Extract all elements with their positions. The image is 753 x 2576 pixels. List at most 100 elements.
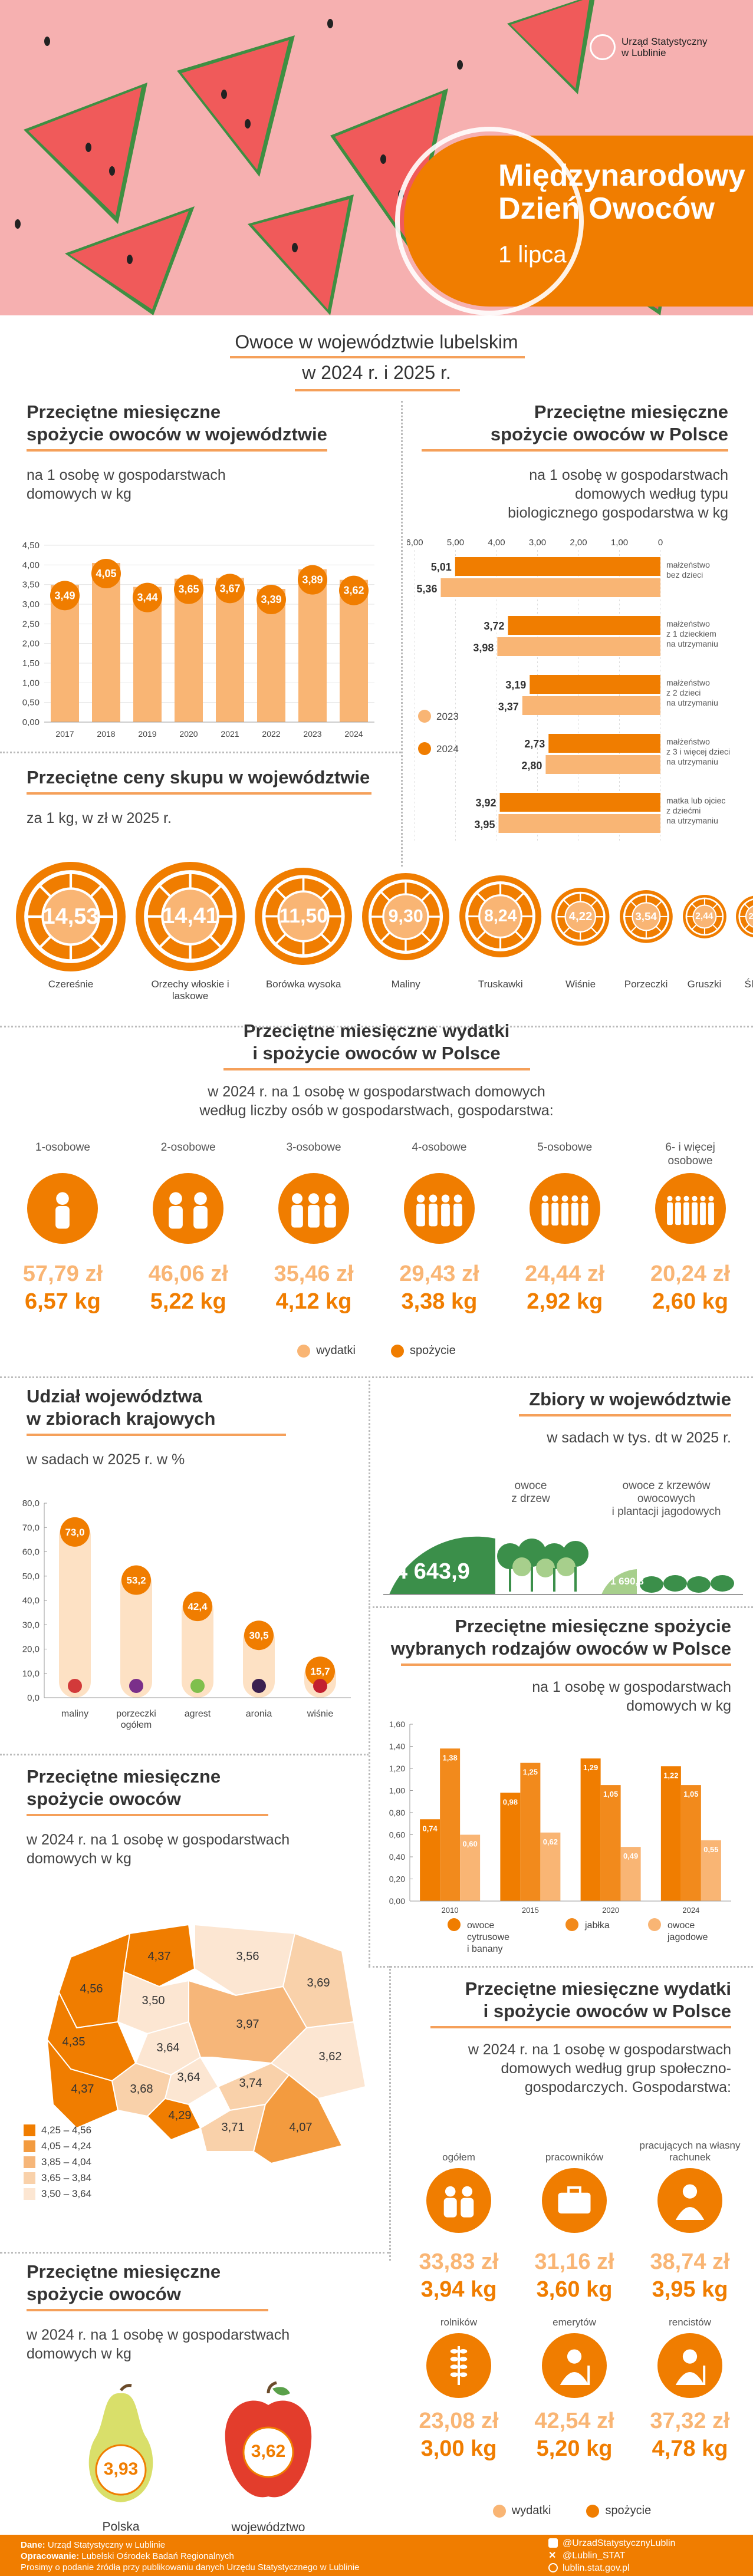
price-circle: 14,53 [15,861,127,973]
hh-group-label: 6- i więcej osobowe [665,1141,715,1167]
price-value: 2,31 [748,911,753,922]
map-region-value: 3,64 [157,2041,180,2054]
data-label: 1,22 [663,1771,678,1780]
hh-groups: 1-osobowe 57,79 zł 6,57 kg 2-osobowe 46,06 z… [0,1141,753,1335]
bar-2023 [499,793,660,812]
bar-2023 [548,734,660,753]
hh-title-line1: Przeciętne miesięczne wydatki [243,1020,510,1041]
data-label: 15,7 [310,1666,330,1677]
data-label: 5,01 [431,561,452,573]
price-circle: 8,24 [458,874,542,958]
category-label: z 3 i więcej dzieci [666,747,730,756]
x-tick-label: 3,00 [529,538,546,548]
data-label: 3,89 [302,574,323,586]
map-legend-swatch [24,2124,35,2136]
socio-group-label: ogółem [442,2152,475,2163]
category-label: małżeństwo [666,737,710,746]
socio-spend-value: 23,08 zł [419,2409,499,2433]
apple-icon [225,2381,312,2498]
legend-label: jagodowe [667,1932,708,1942]
bar [500,1793,521,1901]
category-label: z 2 dzieci [666,688,701,697]
category-label: na utrzymaniu [666,757,718,766]
price-circle: 11,50 [254,867,353,966]
hh-group: 4-osobowe 29,43 zł 3,38 kg [377,1141,502,1315]
footer-web[interactable]: lublin.stat.gov.pl [548,2562,675,2574]
logo: Urząd Statystyczny w Lublinie [590,34,708,60]
compare-title-line1: Przeciętne miesięczne [27,2261,221,2282]
map-legend-item: 3,65 – 3,84 [24,2170,91,2186]
bar-value-bubble [215,574,245,604]
hh-group: 6- i więcej osobowe 20,24 zł 2,60 kg [627,1141,753,1315]
socio-cons-value: 3,94 kg [420,2277,497,2302]
hh-group-label: 4-osobowe [412,1141,467,1154]
compare-illustration [88,2381,312,2502]
hh-group-label: 1-osobowe [35,1141,90,1154]
bar [600,1785,621,1901]
map-subtitle-line2: domowych w kg [27,1850,131,1867]
x-tick-label: 0 [658,538,663,548]
harvest-bush-label-line2: owocowych [637,1493,696,1505]
category-label: małżeństwo [666,678,710,687]
bar [701,1840,721,1901]
compare-subtitle-line2: domowych w kg [27,2346,131,2362]
bar-2024 [522,696,660,715]
legend-label: 2023 [436,711,459,722]
pear-icon [88,2384,153,2502]
family-3-icon [278,1173,350,1244]
y-tick-label: 3,00 [22,599,40,610]
price-value: 11,50 [279,905,328,928]
y-tick-label: 0,40 [389,1852,405,1862]
x-tick-label: 2010 [442,1906,459,1915]
y-tick-label: 20,0 [22,1645,40,1655]
facebook-icon [548,2538,558,2548]
footer-x[interactable]: ✕ @Lublin_STAT [548,2551,626,2561]
hh-cons-value: 6,57 kg [24,1289,101,1314]
main-title-line1: Owoce w województwie lubelskim [235,331,518,353]
socio-cons-value: 3,60 kg [536,2277,613,2302]
price-value: 3,54 [635,910,657,923]
bar-value-bubble [305,1656,335,1686]
data-label: 3,95 [474,819,495,831]
socio-subtitle-line3: gospodarczych. Gospodarstwa: [524,2079,731,2096]
hh-spend-value: 46,06 zł [148,1261,228,1286]
hh-legend-spend: wydatki [297,1344,356,1358]
bar-value-bubble [121,1565,151,1595]
types-chart: 0,00 0,20 0,40 0,60 0,80 1,00 1,20 1,40 1,60 0,74… [389,1719,731,1954]
prices-row: 14,53 Czereśnie 14,41 Orzechy włoskie i las… [0,858,753,1011]
socio-cons-value: 5,20 kg [536,2436,613,2461]
socio-group-label: rencistów [669,2317,711,2328]
y-tick-label: 1,50 [22,658,40,668]
socio-group: emerytów 42,54 zł 5,20 kg [517,2311,632,2462]
legend-label: owoce [467,1921,494,1931]
legend-swatch [565,1918,578,1931]
price-label: Maliny [391,979,420,990]
bar [460,1834,481,1901]
y-tick-label: 1,20 [389,1764,405,1773]
socio-group: pracowników 31,16 zł 3,60 kg [517,2128,632,2302]
compare-poland-label: Polska [102,2520,140,2534]
map-region-value: 4,35 [63,2035,86,2048]
data-label: 0,74 [422,1824,438,1833]
map-legend-item: 3,85 – 4,04 [24,2154,91,2170]
hh-cons-value: 4,12 kg [275,1289,352,1314]
data-label: 4,05 [96,568,116,579]
people-icon [426,2168,491,2233]
bar-2023 [508,616,660,635]
socio-legend-spend: wydatki [492,2504,551,2518]
prices-subtitle: za 1 kg, w zł w 2025 r. [27,810,172,826]
footer-facebook[interactable]: @UrzadStatystycznyLublin [548,2537,675,2549]
x-tick-label: maliny [61,1709,88,1719]
y-tick-label: 1,00 [389,1786,405,1796]
socio-subtitle-line2: domowych według grup społeczno- [501,2060,732,2077]
map-subtitle-line1: w 2024 r. na 1 osobę w gospodarstwach [27,1831,290,1848]
socio-spend-value: 38,74 zł [650,2249,730,2274]
map-region-value: 3,71 [222,2121,245,2134]
y-tick-label: 0,00 [22,717,40,727]
data-label: 0,62 [543,1837,558,1846]
map-region-value: 3,56 [236,1950,259,1963]
y-tick-label: 30,0 [22,1620,40,1630]
map-legend-item: 3,50 – 3,64 [24,2186,91,2202]
map-region-value: 4,37 [148,1950,171,1963]
price-circle: 9,30 [361,872,451,961]
